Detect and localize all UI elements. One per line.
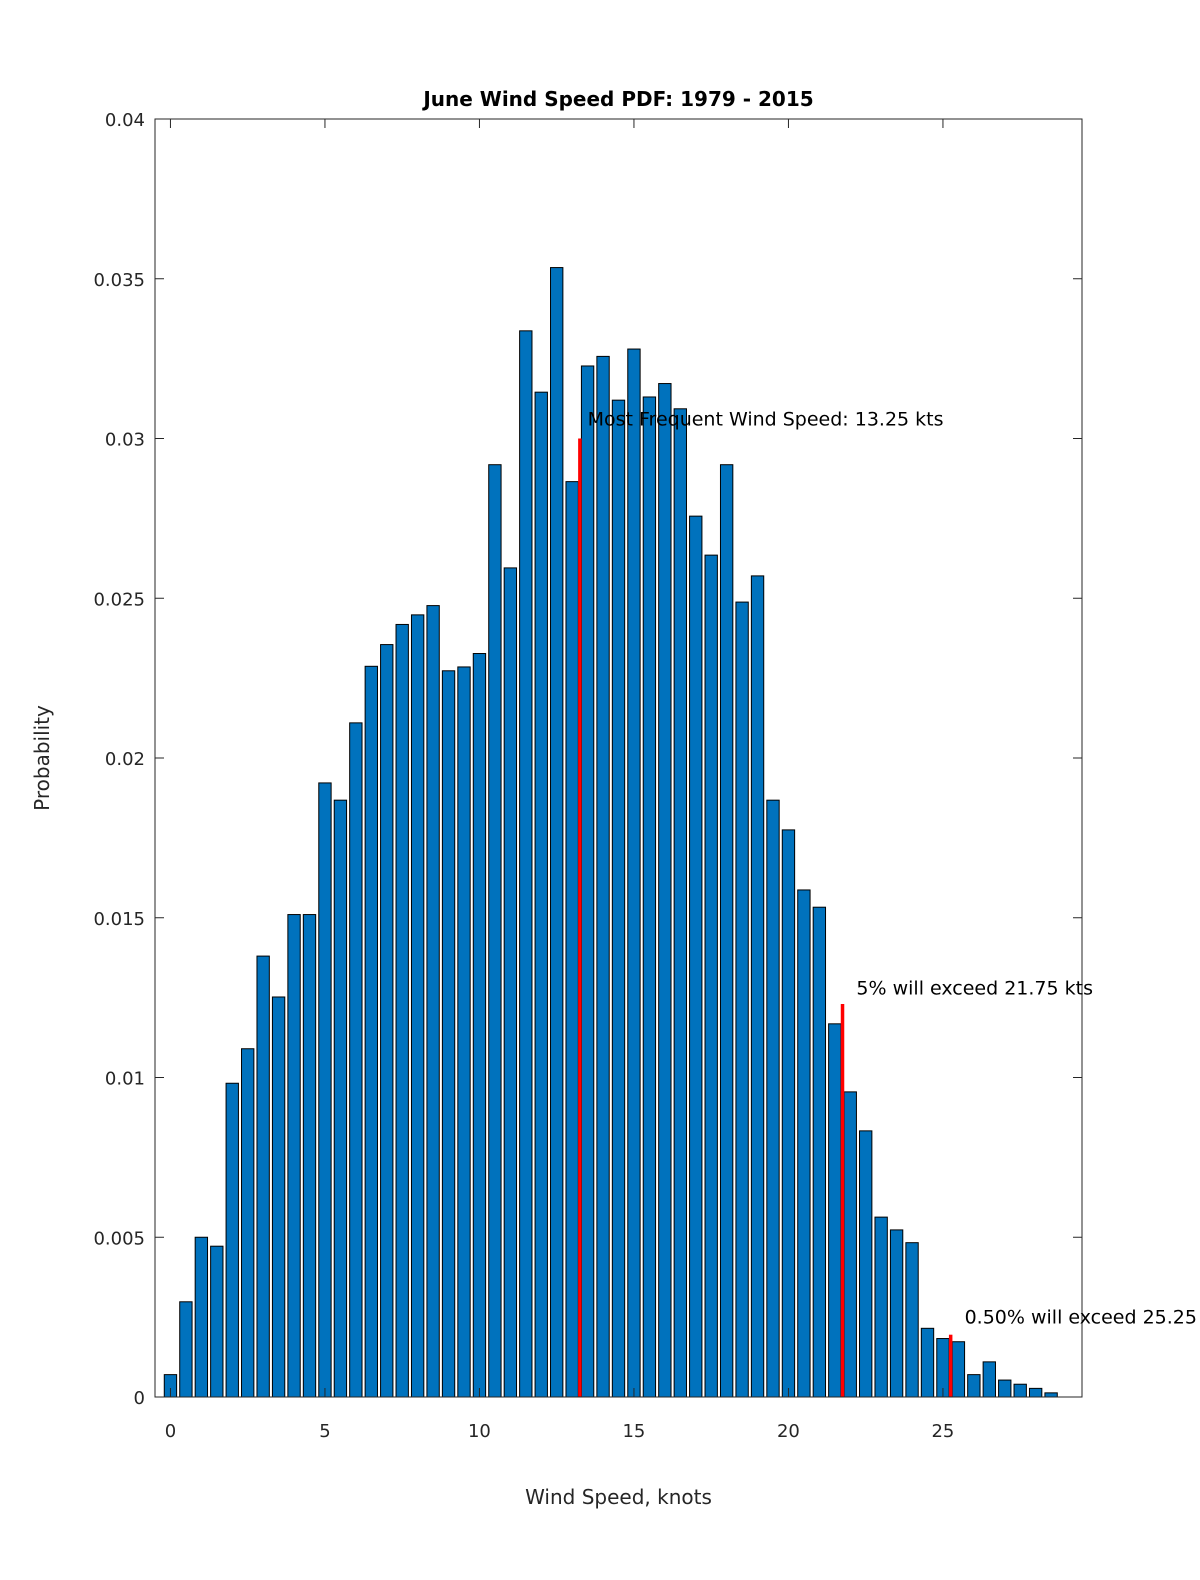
bar bbox=[627, 348, 641, 1398]
bar bbox=[797, 889, 811, 1398]
bar bbox=[395, 623, 409, 1398]
bar bbox=[1028, 1387, 1043, 1398]
bar bbox=[318, 782, 332, 1398]
bar bbox=[179, 1301, 193, 1398]
ticks-layer bbox=[155, 118, 1082, 1398]
bar bbox=[642, 396, 657, 1398]
bar bbox=[673, 408, 687, 1398]
bar bbox=[349, 722, 363, 1398]
bar bbox=[550, 267, 564, 1398]
bar bbox=[241, 1048, 255, 1398]
y-tick-label: 0.015 bbox=[93, 909, 145, 930]
bar bbox=[534, 391, 548, 1398]
bar bbox=[704, 554, 718, 1398]
bar bbox=[982, 1361, 996, 1398]
bar bbox=[889, 1229, 904, 1398]
bar bbox=[812, 906, 827, 1398]
bar bbox=[1044, 1392, 1058, 1398]
bar bbox=[781, 829, 796, 1398]
bar bbox=[488, 464, 502, 1398]
bar bbox=[750, 575, 765, 1398]
y-tick-label: 0.03 bbox=[105, 430, 145, 451]
bar bbox=[611, 399, 626, 1398]
annotation-text: Most Frequent Wind Speed: 13.25 kts bbox=[588, 409, 944, 431]
x-axis-label: Wind Speed, knots bbox=[525, 1485, 712, 1509]
bar bbox=[596, 355, 610, 1398]
bar bbox=[1013, 1383, 1027, 1398]
x-tick-label: 10 bbox=[468, 1421, 491, 1442]
x-tick-label: 5 bbox=[319, 1421, 330, 1442]
x-tick-label: 0 bbox=[165, 1421, 176, 1442]
bar bbox=[426, 605, 440, 1398]
bar bbox=[658, 383, 672, 1398]
x-tick-label: 15 bbox=[622, 1421, 645, 1442]
annotations-layer: Most Frequent Wind Speed: 13.25 kts 5% wi… bbox=[588, 409, 1200, 1329]
bar bbox=[565, 481, 579, 1398]
bar bbox=[441, 670, 456, 1398]
y-tick-label: 0.005 bbox=[93, 1228, 145, 1249]
y-tick-label: 0.035 bbox=[93, 270, 145, 291]
bar bbox=[951, 1341, 966, 1398]
y-tick-label: 0.01 bbox=[105, 1069, 145, 1090]
bar bbox=[735, 601, 749, 1398]
bar bbox=[287, 914, 301, 1398]
bar bbox=[503, 567, 518, 1398]
bar bbox=[410, 614, 425, 1398]
bar bbox=[210, 1245, 224, 1398]
bar bbox=[194, 1236, 209, 1398]
bar bbox=[256, 955, 270, 1398]
labels-layer: 0 5 10 15 20 25 0 0.005 0.01 0.015 0.02 0.025 0.03 0.… bbox=[93, 110, 954, 1442]
annotation-text: 5% will exceed 21.75 kts bbox=[856, 977, 1093, 999]
bar bbox=[859, 1130, 873, 1398]
annotation-text: 0.50% will exceed 25.25 kts bbox=[965, 1307, 1200, 1329]
bar bbox=[905, 1242, 919, 1398]
bar bbox=[519, 330, 533, 1398]
bar bbox=[843, 1091, 857, 1398]
bar bbox=[472, 653, 487, 1398]
chart-title: June Wind Speed PDF: 1979 - 2015 bbox=[421, 87, 813, 111]
y-axis-label: Probability bbox=[30, 705, 54, 811]
bar bbox=[302, 914, 317, 1398]
y-tick-label: 0.025 bbox=[93, 589, 145, 610]
bar bbox=[998, 1379, 1012, 1398]
bar bbox=[333, 799, 348, 1398]
bar bbox=[225, 1082, 239, 1398]
y-tick-label: 0.02 bbox=[105, 749, 145, 770]
x-tick-label: 20 bbox=[777, 1421, 800, 1442]
bar bbox=[380, 644, 394, 1398]
bar bbox=[271, 996, 286, 1398]
y-tick-label: 0 bbox=[134, 1388, 145, 1409]
bar bbox=[719, 464, 734, 1398]
bar bbox=[457, 666, 471, 1398]
bar bbox=[689, 515, 703, 1398]
markers-layer bbox=[578, 438, 953, 1397]
bar bbox=[828, 1023, 842, 1398]
bar bbox=[580, 365, 595, 1398]
y-tick-label: 0.04 bbox=[105, 110, 145, 131]
bar bbox=[967, 1374, 981, 1398]
bar bbox=[766, 799, 780, 1398]
x-tick-label: 25 bbox=[931, 1421, 954, 1442]
bar bbox=[874, 1216, 888, 1398]
bar bbox=[920, 1327, 935, 1398]
bar bbox=[364, 665, 378, 1398]
